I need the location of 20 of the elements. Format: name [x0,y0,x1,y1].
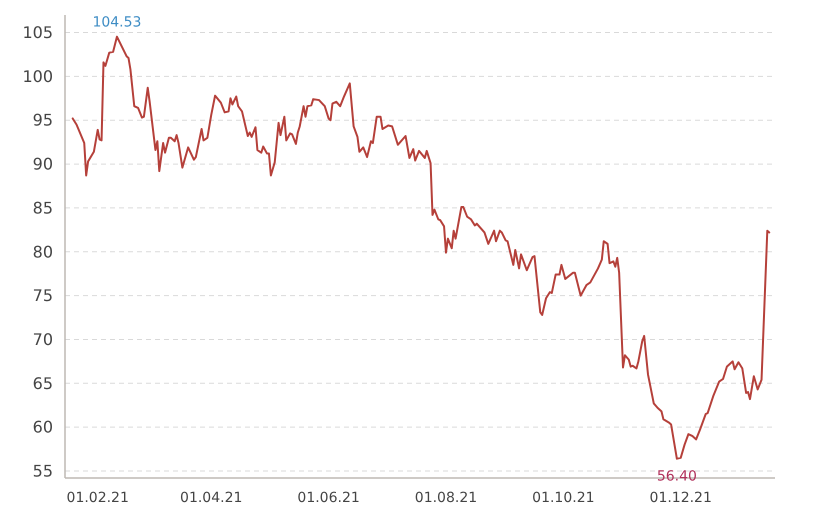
x-tick-label: 01.04.21 [180,490,242,506]
annotation: 104.53 [92,14,142,31]
y-tick-label: 75 [32,286,53,306]
annotation: 56.40 [656,468,697,484]
x-tick-label: 01.06.21 [297,490,360,506]
x-tick-label: 01.12.21 [650,490,712,506]
y-tick-label: 85 [32,198,53,218]
y-tick-label: 105 [22,23,53,42]
x-tick-label: 01.02.21 [66,490,129,506]
y-tick-label: 90 [32,154,53,174]
y-tick-label: 55 [32,461,53,480]
y-tick-label: 80 [32,242,53,262]
y-tick-label: 100 [22,66,53,86]
x-tick-label: 01.10.21 [532,490,595,506]
line-series [72,36,770,460]
x-tick-label: 01.08.21 [414,490,478,506]
y-tick-label: 65 [32,374,53,393]
y-tick-label: 60 [32,418,53,437]
y-tick-label: 70 [32,330,53,349]
y-tick-label: 95 [32,110,53,130]
